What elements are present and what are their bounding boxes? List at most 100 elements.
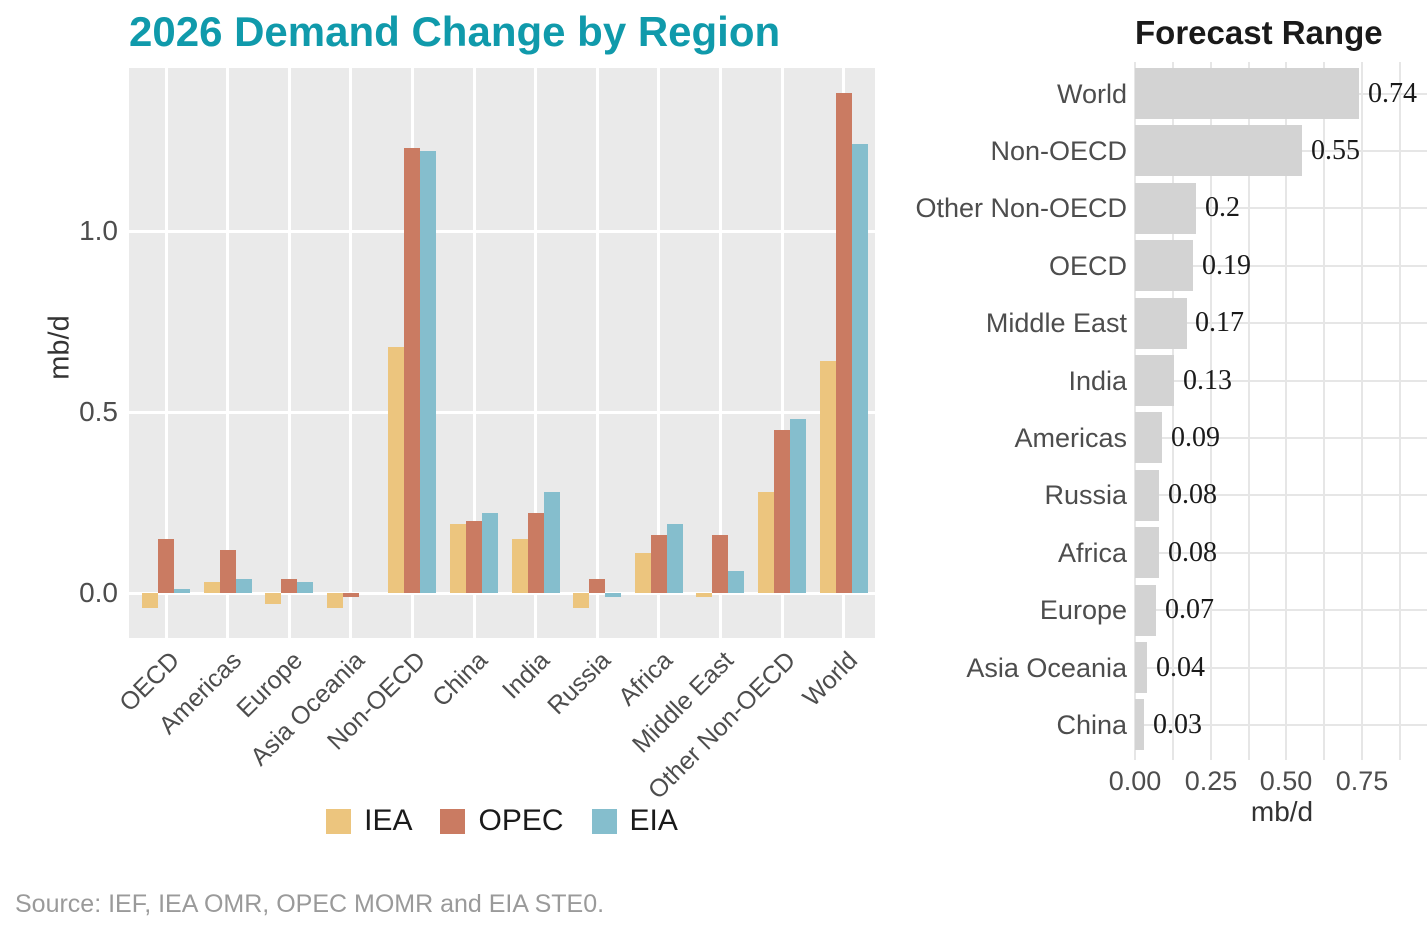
bar-iea-china (450, 524, 466, 593)
bar-eia-other-non-oecd (790, 419, 806, 593)
gridline-x-india (534, 68, 538, 638)
bar-eia-europe (297, 582, 314, 593)
gridline-h-other-non-oecd (1135, 207, 1427, 210)
row-label-china: China (1056, 709, 1127, 740)
bar-opec-asia-oceania (342, 593, 359, 597)
demand-change-plot-area (129, 68, 875, 638)
gridline-v-0.5 (1285, 62, 1288, 760)
left-chart-title: 2026 Demand Change by Region (129, 8, 781, 55)
bar-eia-china (482, 513, 498, 593)
bar-eia-world (851, 144, 868, 593)
bar-opec-russia (589, 578, 606, 593)
value-label-africa: 0.08 (1168, 536, 1217, 568)
gridline-x-china (472, 68, 476, 638)
range-bar-russia (1135, 469, 1160, 521)
series-legend: IEA OPEC EIA (129, 804, 875, 838)
y-tick-0.5: 0.5 (79, 396, 118, 427)
gridline-x-middle-east (718, 68, 722, 638)
gridline-x-africa (657, 68, 661, 638)
legend-swatch-opec (440, 808, 466, 834)
row-label-india: India (1068, 365, 1127, 396)
gridline-x-other-non-oecd (780, 68, 784, 638)
range-bar-india (1135, 355, 1175, 406)
range-bar-africa (1135, 527, 1160, 579)
value-label-europe: 0.07 (1165, 594, 1214, 626)
gridline-h-middle-east (1135, 322, 1427, 325)
row-label-asia-oceania: Asia Oceania (966, 652, 1127, 683)
left-y-axis-label: mb/d (43, 315, 76, 380)
range-bar-non-oecd (1135, 125, 1302, 177)
range-bar-china (1135, 699, 1145, 751)
bar-opec-india (527, 513, 544, 593)
bar-iea-world (819, 361, 836, 593)
legend-swatch-iea (326, 808, 352, 834)
value-label-india: 0.13 (1183, 364, 1232, 396)
forecast-range-plot-area (1134, 62, 1427, 760)
gridline-y-1.0 (129, 229, 875, 233)
gridline-y-0.0 (129, 591, 875, 595)
bar-opec-middle-east (712, 535, 729, 593)
gridline-x-oecd (164, 68, 168, 638)
bar-iea-non-oecd (388, 346, 405, 593)
gridline-h-russia (1135, 494, 1427, 497)
gridline-h-china (1135, 723, 1427, 726)
bar-iea-russia (573, 593, 590, 608)
bar-iea-americas (203, 582, 220, 593)
right-x-tick-0.00: 0.00 (1108, 766, 1162, 796)
right-x-axis-label: mb/d (1250, 796, 1314, 827)
range-bar-europe (1135, 584, 1157, 636)
gridline-h-asia-oceania (1135, 666, 1427, 669)
bar-eia-oecd (174, 589, 190, 593)
y-tick-1.0: 1.0 (79, 215, 118, 246)
right-x-tick-0.25: 0.25 (1184, 766, 1238, 796)
gridline-h-oecd (1135, 264, 1427, 267)
value-label-russia: 0.08 (1168, 479, 1217, 511)
range-bar-world (1135, 68, 1360, 119)
bar-opec-china (466, 520, 482, 593)
row-label-other-non-oecd: Other Non-OECD (915, 193, 1127, 224)
bar-opec-other-non-oecd (774, 430, 790, 593)
y-tick-0.0: 0.0 (79, 577, 118, 608)
row-label-americas: Americas (1014, 422, 1127, 453)
range-bar-other-non-oecd (1135, 182, 1196, 234)
range-bar-asia-oceania (1135, 642, 1148, 693)
bar-iea-oecd (142, 593, 158, 608)
bar-iea-middle-east (696, 593, 713, 597)
gridline-x-americas (226, 68, 230, 638)
row-label-africa: Africa (1057, 537, 1127, 568)
gridline-v-0.375 (1247, 62, 1250, 760)
legend-swatch-eia (591, 808, 617, 834)
value-label-oecd: 0.19 (1202, 249, 1251, 281)
bar-eia-americas (235, 578, 252, 593)
legend-item-iea: IEA (326, 804, 412, 838)
bar-eia-russia (605, 593, 622, 597)
row-label-world: World (1056, 78, 1127, 109)
gridline-v-0.875 (1398, 62, 1401, 760)
bar-opec-africa (650, 535, 667, 593)
gridline-h-americas (1135, 436, 1427, 439)
gridline-v-0.75 (1361, 62, 1364, 760)
row-label-middle-east: Middle East (985, 308, 1127, 339)
bar-iea-other-non-oecd (758, 491, 774, 593)
row-label-non-oecd: Non-OECD (990, 135, 1127, 166)
range-bar-oecd (1135, 240, 1193, 292)
bar-eia-africa (666, 524, 683, 593)
row-label-europe: Europe (1039, 595, 1127, 626)
right-chart-title: Forecast Range (1135, 14, 1383, 51)
row-label-russia: Russia (1044, 480, 1127, 511)
gridline-v-0.625 (1323, 62, 1326, 760)
value-label-other-non-oecd: 0.2 (1205, 192, 1240, 224)
bar-opec-europe (281, 578, 298, 593)
bar-eia-non-oecd (420, 151, 437, 593)
value-label-china: 0.03 (1153, 708, 1202, 740)
gridline-x-russia (595, 68, 599, 638)
value-label-non-oecd: 0.55 (1311, 134, 1360, 166)
value-label-world: 0.74 (1368, 77, 1417, 109)
bar-opec-world (835, 93, 852, 593)
gridline-h-india (1135, 379, 1427, 382)
gridline-h-europe (1135, 609, 1427, 612)
gridline-v-0.125 (1171, 62, 1174, 760)
value-label-asia-oceania: 0.04 (1156, 651, 1205, 683)
bar-iea-europe (265, 593, 282, 604)
